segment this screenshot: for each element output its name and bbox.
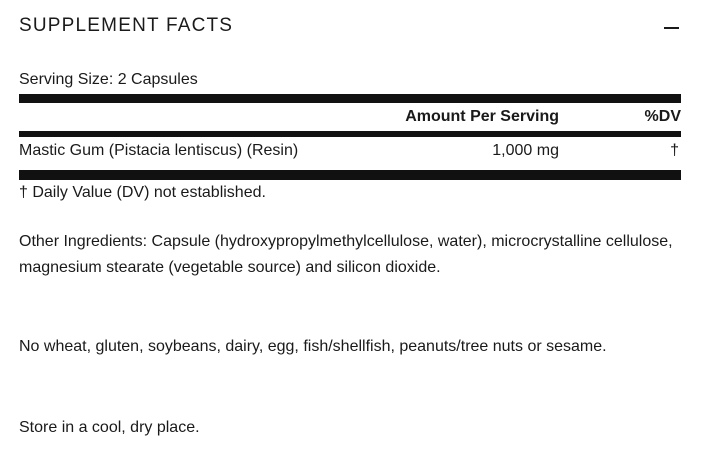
table-row: Mastic Gum (Pistacia lentiscus) (Resin) … bbox=[19, 142, 681, 162]
storage-instructions: Store in a cool, dry place. bbox=[19, 419, 200, 436]
allergen-statement: No wheat, gluten, soybeans, dairy, egg, … bbox=[19, 338, 607, 355]
footnote: † Daily Value (DV) not established. bbox=[19, 184, 266, 201]
section-title: SUPPLEMENT FACTS bbox=[19, 15, 234, 36]
serving-size: Serving Size: 2 Capsules bbox=[19, 71, 198, 88]
divider bbox=[19, 131, 681, 137]
minus-icon[interactable] bbox=[664, 27, 679, 29]
column-dv: %DV bbox=[644, 108, 681, 125]
other-ingredients: Other Ingredients: Capsule (hydroxypropy… bbox=[19, 233, 673, 276]
column-amount: Amount Per Serving bbox=[405, 108, 559, 125]
ingredient-dv: † bbox=[670, 142, 679, 159]
divider-thick bbox=[19, 94, 681, 103]
table-header: Amount Per Serving %DV bbox=[19, 108, 681, 128]
divider-thick bbox=[19, 170, 681, 180]
ingredient-name: Mastic Gum (Pistacia lentiscus) (Resin) bbox=[19, 142, 299, 159]
ingredient-amount: 1,000 mg bbox=[492, 142, 559, 159]
